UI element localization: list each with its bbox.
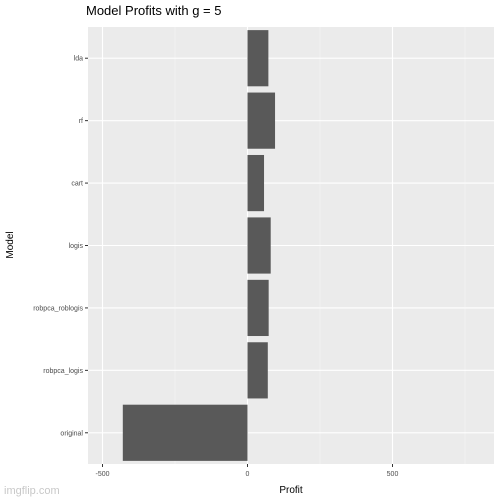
x-axis: -500 0 500 bbox=[95, 464, 398, 478]
y-tick-label: robpca_logis bbox=[43, 368, 83, 375]
x-axis-label: Profit bbox=[279, 485, 303, 496]
x-tick-label: -500 bbox=[95, 471, 109, 478]
bar-original bbox=[122, 404, 248, 461]
y-axis-label: Model bbox=[5, 231, 16, 258]
bar-robpca_logis bbox=[247, 342, 268, 399]
bar-lda bbox=[247, 30, 269, 87]
y-tick-label: robpca_roblogis bbox=[33, 305, 83, 312]
bars bbox=[122, 30, 276, 461]
bar-robpca_roblogis bbox=[247, 279, 269, 337]
x-tick-label: 0 bbox=[246, 471, 250, 478]
y-tick-label: cart bbox=[71, 181, 83, 188]
bar-logis bbox=[247, 217, 271, 274]
watermark: imgflip.com bbox=[4, 485, 60, 497]
chart-title: Model Profits with g = 5 bbox=[86, 3, 222, 18]
bar-cart bbox=[247, 154, 265, 212]
y-axis: lda rf cart logis robpca_roblogis robpca_logi… bbox=[33, 56, 88, 437]
y-tick-label: original bbox=[60, 430, 83, 437]
grid-lines bbox=[88, 27, 494, 464]
y-tick-label: rf bbox=[79, 118, 83, 125]
x-tick-label: 500 bbox=[387, 471, 399, 478]
y-tick-label: logis bbox=[69, 243, 84, 250]
y-tick-label: lda bbox=[74, 56, 83, 63]
bar-rf bbox=[247, 92, 276, 149]
